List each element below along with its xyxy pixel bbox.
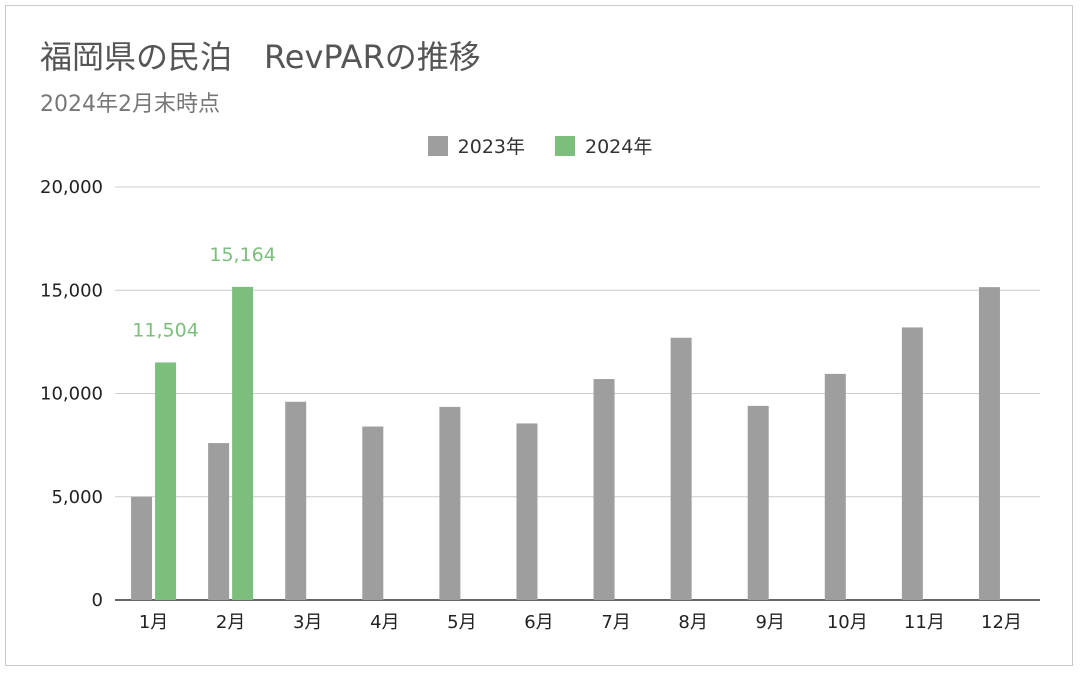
legend-swatch-2023 <box>427 135 448 156</box>
x-tick-label: 1月 <box>139 612 168 633</box>
y-tick-label: 20,000 <box>40 177 103 198</box>
bar-2023年-2月 <box>208 443 230 600</box>
y-tick-label: 15,000 <box>40 280 103 301</box>
bar-2023年-1月 <box>131 496 153 600</box>
x-tick-label: 9月 <box>755 612 784 633</box>
legend-swatch-2024 <box>555 135 575 156</box>
y-tick-label: 0 <box>92 590 103 611</box>
bar-2023年-7月 <box>593 379 615 600</box>
y-tick-label: 10,000 <box>40 384 103 405</box>
legend-label-2024: 2024年 <box>585 136 653 158</box>
bar-2023年-9月 <box>747 405 769 600</box>
bar-2023年-5月 <box>439 406 461 600</box>
bar-2023年-4月 <box>362 426 384 600</box>
x-tick-label: 4月 <box>370 612 399 633</box>
data-label-2024: 15,164 <box>209 244 275 266</box>
x-tick-label: 8月 <box>678 612 707 633</box>
bar-2024年-1月 <box>155 362 177 600</box>
bar-2023年-8月 <box>670 337 692 600</box>
bar-2023年-12月 <box>978 287 1000 600</box>
bar-2023年-11月 <box>901 327 923 600</box>
x-tick-label: 7月 <box>601 612 630 633</box>
legend-item-2023[interactable]: 2023年 <box>427 132 525 159</box>
y-tick-label: 5,000 <box>51 487 103 508</box>
bar-2024年-2月 <box>232 286 254 600</box>
x-tick-label: 5月 <box>447 612 476 633</box>
data-label-2024: 11,504 <box>132 319 198 341</box>
chart-title: 福岡県の民泊 RevPARの推移 <box>40 38 481 76</box>
x-tick-label: 6月 <box>524 612 553 633</box>
bar-2023年-3月 <box>285 401 307 600</box>
x-tick-label: 12月 <box>981 612 1022 633</box>
chart-subtitle: 2024年2月末時点 <box>40 92 220 117</box>
bar-2023年-10月 <box>824 373 846 600</box>
legend: 2023年 2024年 <box>0 132 1080 159</box>
x-tick-label: 3月 <box>293 612 322 633</box>
x-tick-label: 11月 <box>904 612 945 633</box>
legend-label-2023: 2023年 <box>457 136 525 158</box>
chart-frame <box>5 5 1073 666</box>
x-tick-label: 10月 <box>827 612 868 633</box>
bar-2023年-6月 <box>516 423 538 600</box>
x-tick-label: 2月 <box>216 612 245 633</box>
legend-item-2024[interactable]: 2024年 <box>555 132 652 159</box>
